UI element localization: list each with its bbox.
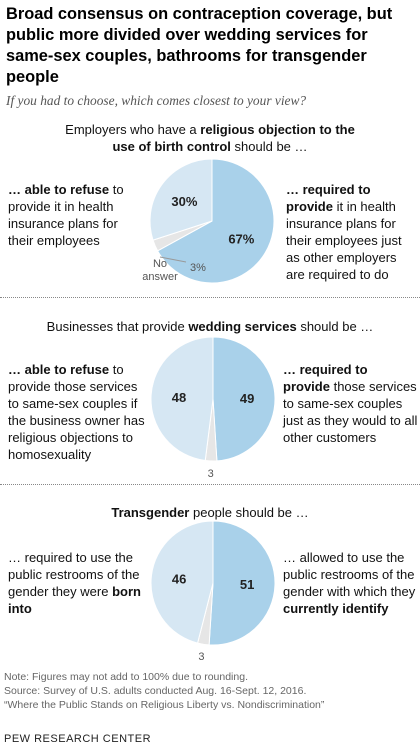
panel-2-heading: Businesses that provide wedding services…	[10, 318, 410, 335]
panel-2-right-text: … required to provide those services to …	[283, 361, 418, 446]
pie-slice	[212, 336, 276, 462]
pie-slice	[150, 520, 214, 644]
panel-2-right-rest: those services to same-sex couples just …	[283, 379, 418, 445]
panel-3-heading-bold: Transgender	[111, 505, 190, 520]
separator	[0, 297, 420, 298]
panel-1-heading: Employers who have a religious objection…	[60, 121, 360, 155]
footer-source: Source: Survey of U.S. adults conducted …	[4, 685, 307, 697]
panel-2-heading-post: should be …	[296, 319, 374, 334]
pie-slice-label: 49	[240, 391, 254, 406]
pie-slice	[150, 336, 214, 462]
panel-1-left-rest: to provide it in health insurance plans …	[8, 182, 124, 248]
pie-slice-label: 3	[198, 651, 204, 663]
no-answer-label: No answer	[142, 258, 178, 283]
panel-3-heading: Transgender people should be …	[10, 504, 410, 521]
pie-slice	[149, 158, 213, 241]
panel-1-left-bold: … able to refuse	[8, 182, 110, 197]
panel-2-left-rest: to provide those services to same-sex co…	[8, 362, 145, 462]
footer-report: “Where the Public Stands on Religious Li…	[4, 699, 325, 711]
panel-3-right-text: … allowed to use the public restrooms of…	[283, 549, 418, 617]
panel-2-right-bold: … required to provide	[283, 362, 368, 394]
chart-title: Broad consensus on contraception coverag…	[6, 5, 393, 86]
panel-1-heading-post: should be …	[230, 139, 308, 154]
panel-2-left-text: … able to refuse to provide those servic…	[8, 361, 148, 463]
pie-slice-label: 3	[208, 468, 214, 480]
panel-3-right-pre: … allowed to use the public restrooms of…	[283, 550, 416, 599]
panel-2-left-bold: … able to refuse	[8, 362, 110, 377]
pie-slice	[156, 158, 275, 284]
panel-1-right-rest: it in health insurance plans for their e…	[286, 199, 402, 282]
panel-1-heading-pre: Employers who have a	[65, 122, 201, 137]
panel-3-right-bold: currently identify	[283, 601, 389, 616]
no-answer-leader-line	[159, 256, 187, 263]
separator	[0, 484, 420, 485]
pie-slice-label: 51	[240, 577, 254, 592]
pie-slice-label: 46	[172, 572, 186, 587]
panel-3-left-bold: born into	[8, 584, 141, 616]
panel-2-heading-bold: wedding services	[188, 319, 297, 334]
panel-3-heading-post: people should be …	[189, 505, 309, 520]
pie-slice-label: 67%	[228, 231, 254, 246]
brand-name: PEW RESEARCH CENTER	[4, 733, 152, 745]
pie-slice-label: 48	[172, 390, 186, 405]
panel-1-left-text: … able to refuse to provide it in health…	[8, 181, 136, 249]
pie-slice	[208, 520, 276, 646]
pie-slice-label: 3%	[190, 262, 206, 274]
panel-1-right-text: … required to provide it in health insur…	[286, 181, 418, 283]
panel-1-right-bold: … required to provide	[286, 182, 371, 214]
footer-note: Note: Figures may not add to 100% due to…	[4, 671, 248, 683]
chart-subtitle: If you had to choose, which comes closes…	[6, 93, 307, 108]
panel-3-left-text: … required to use the public restrooms o…	[8, 549, 148, 617]
pie-slice-label: 30%	[171, 194, 197, 209]
panel-2-heading-pre: Businesses that provide	[46, 319, 189, 334]
panel-1-heading-bold: religious objection to the use of birth …	[112, 122, 355, 154]
panel-3-left-pre: … required to use the public restrooms o…	[8, 550, 140, 599]
